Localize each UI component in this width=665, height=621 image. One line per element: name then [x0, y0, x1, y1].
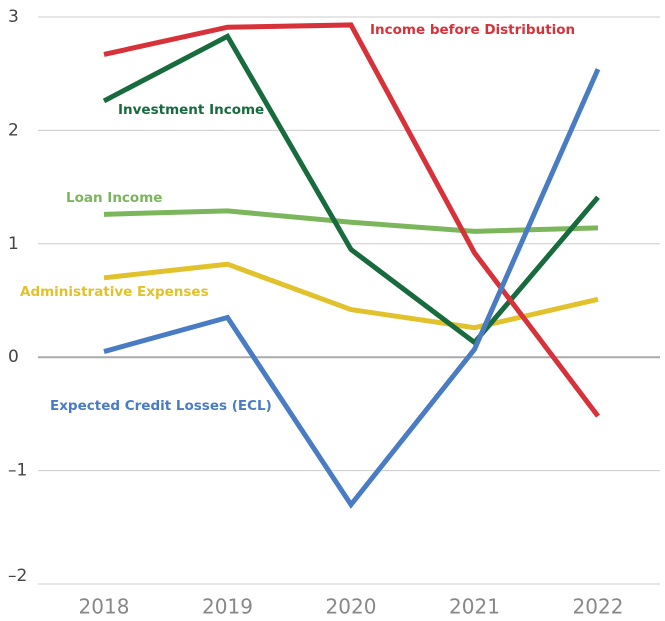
y-tick-label: 3 — [8, 7, 19, 27]
x-tick-label: 2021 — [449, 595, 500, 619]
y-tick-label: 2 — [8, 120, 19, 140]
x-tick-label: 2020 — [326, 595, 377, 619]
series-label: Administrative Expenses — [20, 284, 209, 300]
y-tick-label: 0 — [8, 347, 19, 367]
series-line — [102, 32, 600, 346]
series-line — [103, 22, 600, 418]
series-line — [103, 208, 599, 234]
x-tick-label: 2019 — [202, 595, 253, 619]
y-tick-label: 1 — [8, 234, 19, 254]
series-label: Loan Income — [66, 190, 162, 206]
series-line — [103, 68, 601, 509]
series-line — [103, 261, 599, 331]
x-tick-label: 2018 — [79, 595, 130, 619]
y-tick-label: –1 — [8, 461, 27, 481]
series-label: Expected Credit Losses (ECL) — [50, 398, 272, 414]
series-label: Income before Distribution — [370, 22, 575, 38]
x-tick-label: 2022 — [573, 595, 624, 619]
y-tick-label: –2 — [8, 566, 27, 586]
series-label: Investment Income — [118, 102, 264, 118]
